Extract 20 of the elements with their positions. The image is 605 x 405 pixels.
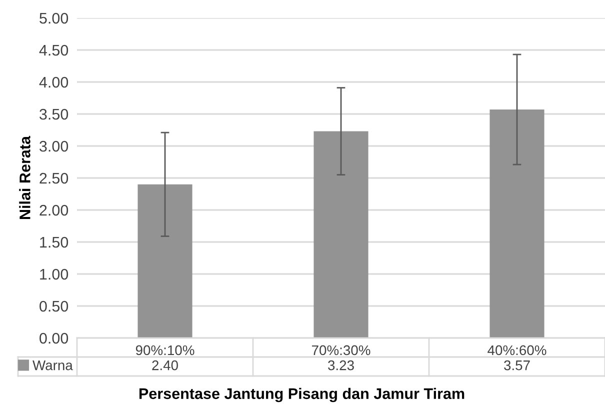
y-tick-label: 2.50 [40,172,68,184]
y-axis-title: Nilai Rerata [19,136,30,220]
y-tick-label: 3.00 [40,140,68,152]
x-tick-label: 90%:10% [136,345,194,356]
y-tick-label: 4.50 [39,44,68,56]
data-label: 2.40 [152,360,178,370]
y-tick-label: 0.00 [40,332,68,344]
y-tick-label: 3.50 [40,108,68,120]
y-tick-label: 1.50 [40,236,68,248]
x-tick-label: 40%:60% [488,345,546,356]
x-axis-title: Persentase Jantung Pisang dan Jamur Tiram [139,388,464,402]
legend-label: Warna [32,360,73,370]
data-label: 3.57 [504,360,530,370]
x-tick-label: 70%:30% [312,345,370,356]
y-tick-label: 2.00 [40,204,68,216]
y-tick-label: 4.00 [39,76,68,88]
y-tick-label: 0.50 [40,300,68,312]
y-tick-label: 1.00 [40,268,68,280]
y-tick-label: 5.00 [40,12,68,24]
data-label: 3.23 [328,360,354,370]
